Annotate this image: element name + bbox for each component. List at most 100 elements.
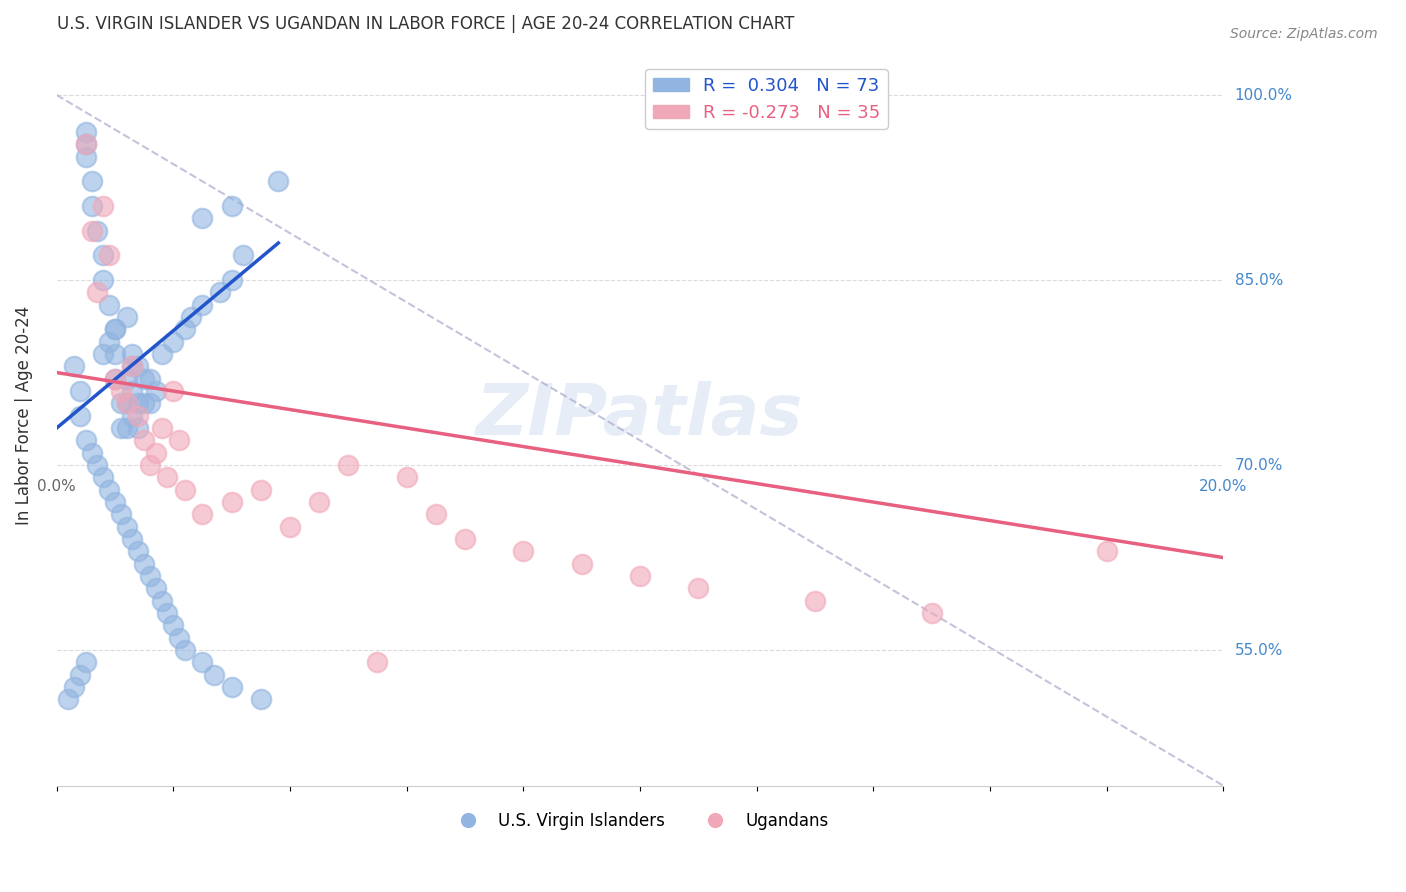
Point [145, 582, 167, 596]
Point [921, 606, 943, 620]
Point [69, 667, 91, 681]
Point [127, 409, 149, 423]
Point [115, 396, 138, 410]
Point [91, 347, 114, 361]
Point [366, 656, 388, 670]
Point [221, 680, 243, 694]
Point [221, 199, 243, 213]
Point [91, 248, 114, 262]
Point [1095, 544, 1118, 558]
Point [139, 458, 162, 472]
Text: 100.0%: 100.0% [1234, 87, 1292, 103]
Point [110, 508, 132, 522]
Point [425, 508, 447, 522]
Point [86, 285, 108, 300]
Point [110, 421, 132, 435]
Point [115, 421, 138, 435]
Point [167, 434, 190, 448]
Point [337, 458, 360, 472]
Y-axis label: In Labor Force | Age 20-24: In Labor Force | Age 20-24 [15, 306, 32, 525]
Point [174, 322, 197, 336]
Point [628, 569, 651, 583]
Point [98, 334, 121, 349]
Point [127, 396, 149, 410]
Point [86, 224, 108, 238]
Point [98, 248, 121, 262]
Point [91, 199, 114, 213]
Point [162, 384, 184, 398]
Point [162, 618, 184, 632]
Point [75, 137, 97, 152]
Point [115, 310, 138, 324]
Point [104, 372, 127, 386]
Point [174, 643, 197, 657]
Point [115, 396, 138, 410]
Point [115, 520, 138, 534]
Point [804, 593, 827, 607]
Point [121, 532, 143, 546]
Point [121, 347, 143, 361]
Text: 55.0%: 55.0% [1234, 642, 1282, 657]
Point [191, 298, 214, 312]
Point [75, 125, 97, 139]
Point [110, 396, 132, 410]
Point [80, 174, 103, 188]
Point [145, 446, 167, 460]
Point [115, 372, 138, 386]
Point [150, 421, 173, 435]
Point [156, 606, 179, 620]
Point [91, 470, 114, 484]
Point [110, 384, 132, 398]
Point [104, 372, 127, 386]
Point [104, 322, 127, 336]
Point [191, 211, 214, 226]
Point [145, 384, 167, 398]
Point [191, 656, 214, 670]
Point [75, 434, 97, 448]
Text: 20.0%: 20.0% [1199, 479, 1247, 493]
Point [139, 372, 162, 386]
Point [571, 557, 593, 571]
Point [688, 582, 710, 596]
Point [80, 446, 103, 460]
Point [278, 520, 301, 534]
Point [167, 631, 190, 645]
Point [308, 495, 330, 509]
Point [150, 593, 173, 607]
Text: 85.0%: 85.0% [1234, 273, 1282, 287]
Point [80, 224, 103, 238]
Point [454, 532, 477, 546]
Point [75, 656, 97, 670]
Point [75, 137, 97, 152]
Point [134, 434, 156, 448]
Point [121, 384, 143, 398]
Point [134, 557, 156, 571]
Point [180, 310, 202, 324]
Point [69, 384, 91, 398]
Point [249, 483, 271, 497]
Text: ZIPatlas: ZIPatlas [477, 381, 804, 450]
Text: Source: ZipAtlas.com: Source: ZipAtlas.com [1230, 27, 1378, 41]
Point [249, 692, 271, 706]
Point [104, 495, 127, 509]
Point [221, 273, 243, 287]
Point [267, 174, 290, 188]
Point [127, 421, 149, 435]
Point [98, 298, 121, 312]
Text: 70.0%: 70.0% [1234, 458, 1282, 473]
Point [121, 359, 143, 374]
Point [134, 372, 156, 386]
Point [80, 199, 103, 213]
Point [104, 347, 127, 361]
Point [139, 569, 162, 583]
Point [202, 667, 225, 681]
Point [98, 483, 121, 497]
Point [63, 680, 86, 694]
Point [395, 470, 418, 484]
Legend: U.S. Virgin Islanders, Ugandans: U.S. Virgin Islanders, Ugandans [444, 805, 835, 837]
Text: 0.0%: 0.0% [37, 479, 76, 493]
Point [127, 544, 149, 558]
Point [63, 359, 86, 374]
Point [86, 458, 108, 472]
Point [208, 285, 231, 300]
